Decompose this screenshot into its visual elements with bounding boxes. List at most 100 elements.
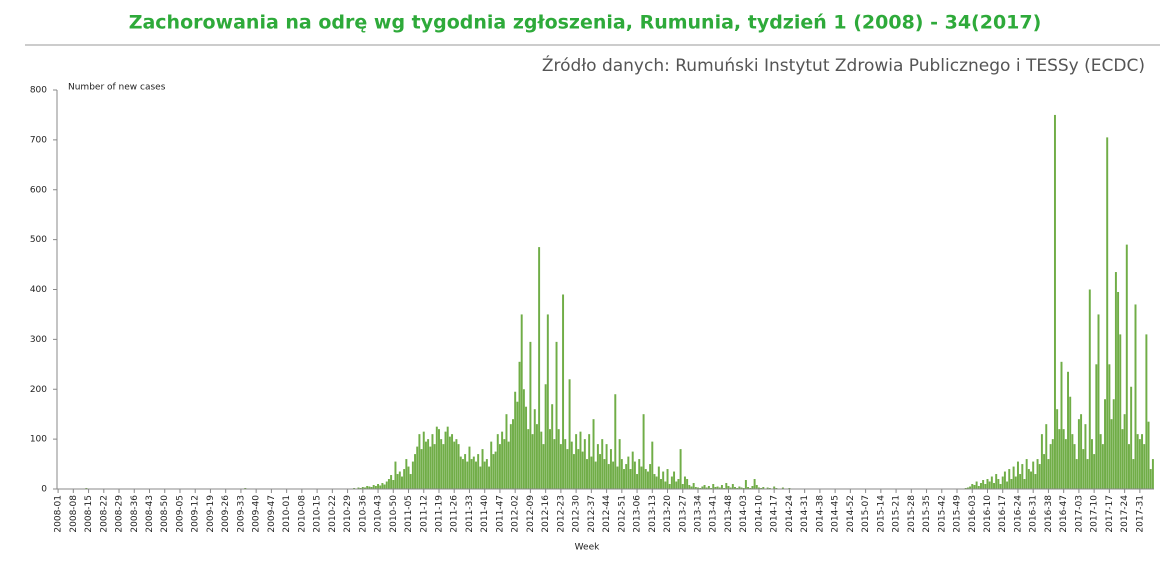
bar [697,487,699,489]
x-tick-label: 2009-40 [252,495,262,533]
bar [1056,409,1059,489]
bar [562,294,565,489]
x-tick-label: 2009-47 [267,495,277,533]
bar [446,426,449,489]
bar [975,481,978,489]
bar [374,486,377,489]
bar [427,439,430,489]
x-tick-label: 2012-09 [526,495,536,533]
bar [651,441,654,489]
bar [755,485,758,489]
bar [649,464,652,489]
bar [540,431,543,489]
bar [673,471,676,489]
bar [470,459,473,489]
bar [666,469,669,489]
x-tick-label: 2015-07 [861,495,871,533]
bar [1104,399,1107,489]
bar [1016,461,1019,489]
x-tick-label: 2013-13 [648,495,658,533]
bar [629,469,632,489]
bar [1099,434,1102,489]
bar [1014,476,1017,489]
bar [551,404,554,489]
bar [997,479,1000,489]
bar [620,459,623,489]
bar [442,444,445,489]
bar [455,439,458,489]
bar [370,487,373,489]
bar [646,471,649,489]
bar [679,449,682,489]
bar [984,484,987,489]
bar [605,444,608,489]
bar [394,461,397,489]
bar [579,431,582,489]
bar [1077,419,1080,489]
bar [483,461,486,489]
bar [525,406,528,489]
bar [614,394,617,489]
bar [982,480,985,489]
bar [1062,429,1065,489]
y-tick-label: 200 [30,385,47,395]
bar [653,474,656,489]
bar [1038,464,1041,489]
bar [398,471,401,489]
bar [546,314,549,489]
bar [1106,137,1109,489]
x-tick-label: 2011-05 [404,495,414,533]
bar [1121,429,1124,489]
bar [1119,334,1122,489]
bar [368,486,371,489]
bar [383,484,386,489]
bar [1040,434,1043,489]
x-tick-label: 2014-31 [800,495,810,533]
bar [592,419,595,489]
bar [1051,439,1054,489]
bar [670,476,673,489]
x-tick-label: 2011-12 [419,495,429,533]
x-tick-label: 2016-24 [1013,495,1023,533]
bar [559,444,562,489]
bar [631,451,634,489]
bar [1021,464,1024,489]
bar [459,456,462,489]
bar [403,469,406,489]
bar [1088,289,1091,489]
x-tick-label: 2014-45 [831,495,841,533]
x-tick-label: 2017-10 [1090,495,1100,533]
bar [1145,334,1148,489]
bar [1084,424,1087,489]
bar [464,454,467,489]
bar [1003,471,1006,489]
x-tick-label: 2011-33 [465,495,475,533]
bar [570,441,573,489]
x-tick-label: 2011-19 [434,495,444,533]
x-tick-label: 2014-03 [739,495,749,533]
bar [377,484,380,489]
y-tick-label: 100 [30,435,47,445]
x-tick-label: 2010-15 [313,495,323,533]
bar [744,480,747,489]
bar [401,476,403,489]
bar [612,461,615,489]
bar [969,486,972,489]
x-tick-label: 2010-50 [389,495,399,533]
bar [1025,459,1028,489]
bar [1045,424,1048,489]
bar [566,449,569,489]
bar [1012,466,1015,489]
bar [986,479,989,489]
bar [451,434,454,489]
bar [479,466,482,489]
bar [703,485,706,489]
bar [686,479,689,489]
x-tick-label: 2013-48 [724,495,734,533]
chart-subtitle: Źródło danych: Rumuński Instytut Zdrowia… [542,54,1145,76]
bar [1080,414,1083,489]
bar [503,439,506,489]
bar [1071,434,1074,489]
bar [716,486,719,489]
